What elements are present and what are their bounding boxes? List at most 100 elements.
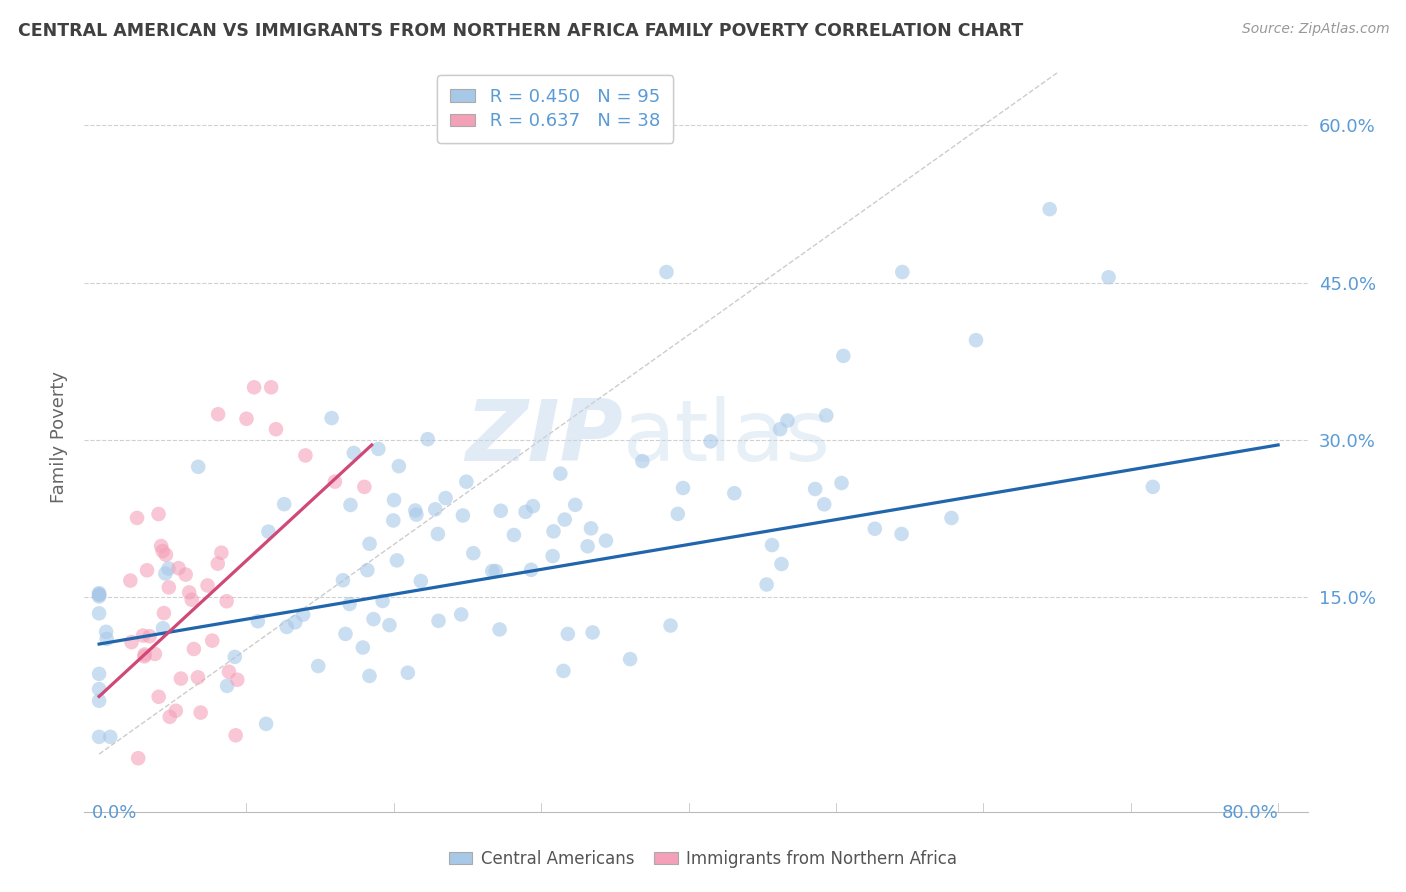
Point xyxy=(815,409,838,423)
Point xyxy=(174,567,197,582)
Y-axis label: Family Poverty: Family Poverty xyxy=(49,371,67,503)
Point xyxy=(209,546,232,560)
Point xyxy=(321,411,343,425)
Point xyxy=(515,505,537,519)
Point xyxy=(87,588,110,602)
Legend: Central Americans, Immigrants from Northern Africa: Central Americans, Immigrants from North… xyxy=(443,844,963,875)
Point xyxy=(520,563,543,577)
Point xyxy=(409,574,432,588)
Point xyxy=(723,486,745,500)
Point xyxy=(134,648,156,662)
Point xyxy=(581,625,603,640)
Point xyxy=(284,615,307,630)
Point xyxy=(183,642,205,657)
Point xyxy=(416,432,439,446)
Point xyxy=(890,527,912,541)
Point xyxy=(148,507,170,521)
Point xyxy=(339,498,361,512)
Point xyxy=(201,633,224,648)
Point xyxy=(804,482,827,496)
Point xyxy=(554,512,576,526)
Point xyxy=(273,497,295,511)
Legend:  R = 0.450   N = 95,  R = 0.637   N = 38: R = 0.450 N = 95, R = 0.637 N = 38 xyxy=(437,75,673,143)
Point xyxy=(339,597,361,611)
Point xyxy=(672,481,695,495)
Point xyxy=(235,411,257,425)
Point xyxy=(307,659,329,673)
Point xyxy=(343,446,366,460)
Point xyxy=(427,614,450,628)
Point xyxy=(761,538,783,552)
Point xyxy=(405,508,427,522)
Point xyxy=(550,467,572,481)
Point xyxy=(434,491,457,505)
Point xyxy=(666,507,689,521)
Point xyxy=(356,563,378,577)
Point xyxy=(246,614,269,628)
Point xyxy=(503,528,526,542)
Point xyxy=(243,380,266,394)
Point xyxy=(264,422,287,436)
Point xyxy=(207,557,229,571)
Point xyxy=(292,607,315,622)
Point xyxy=(359,537,381,551)
Point xyxy=(180,592,202,607)
Point xyxy=(481,564,503,578)
Point xyxy=(254,716,277,731)
Point xyxy=(120,574,142,588)
Point xyxy=(96,632,118,646)
Point xyxy=(891,265,914,279)
Point xyxy=(451,508,474,523)
Point xyxy=(215,594,238,608)
Point xyxy=(138,629,160,643)
Point xyxy=(260,380,283,394)
Point xyxy=(87,586,110,600)
Point xyxy=(225,728,247,742)
Point xyxy=(87,666,110,681)
Point xyxy=(564,498,586,512)
Point xyxy=(543,524,565,539)
Point xyxy=(463,546,485,560)
Point xyxy=(863,522,886,536)
Point xyxy=(831,476,853,491)
Point xyxy=(155,566,177,581)
Point xyxy=(1039,202,1062,216)
Point xyxy=(770,557,793,571)
Point xyxy=(631,454,654,468)
Point xyxy=(522,499,544,513)
Point xyxy=(388,459,411,474)
Point xyxy=(157,561,180,575)
Point xyxy=(541,549,564,563)
Point xyxy=(153,606,176,620)
Point xyxy=(165,704,187,718)
Point xyxy=(1097,270,1119,285)
Text: Source: ZipAtlas.com: Source: ZipAtlas.com xyxy=(1241,22,1389,37)
Point xyxy=(134,649,156,664)
Point xyxy=(404,503,426,517)
Point xyxy=(776,413,799,427)
Point xyxy=(157,581,180,595)
Point xyxy=(94,624,117,639)
Point xyxy=(352,640,374,655)
Point xyxy=(217,679,239,693)
Point xyxy=(353,480,375,494)
Point xyxy=(294,449,316,463)
Point xyxy=(125,511,148,525)
Point xyxy=(179,585,201,599)
Text: 80.0%: 80.0% xyxy=(1222,805,1278,822)
Point xyxy=(813,497,835,511)
Point xyxy=(87,590,110,604)
Point xyxy=(148,690,170,704)
Point xyxy=(127,751,149,765)
Point xyxy=(385,553,408,567)
Point xyxy=(450,607,472,622)
Point xyxy=(152,544,174,558)
Point xyxy=(382,513,405,527)
Point xyxy=(332,574,354,588)
Point xyxy=(965,333,987,347)
Point xyxy=(489,504,512,518)
Point xyxy=(87,730,110,744)
Point xyxy=(167,561,190,575)
Point xyxy=(557,627,579,641)
Point xyxy=(832,349,855,363)
